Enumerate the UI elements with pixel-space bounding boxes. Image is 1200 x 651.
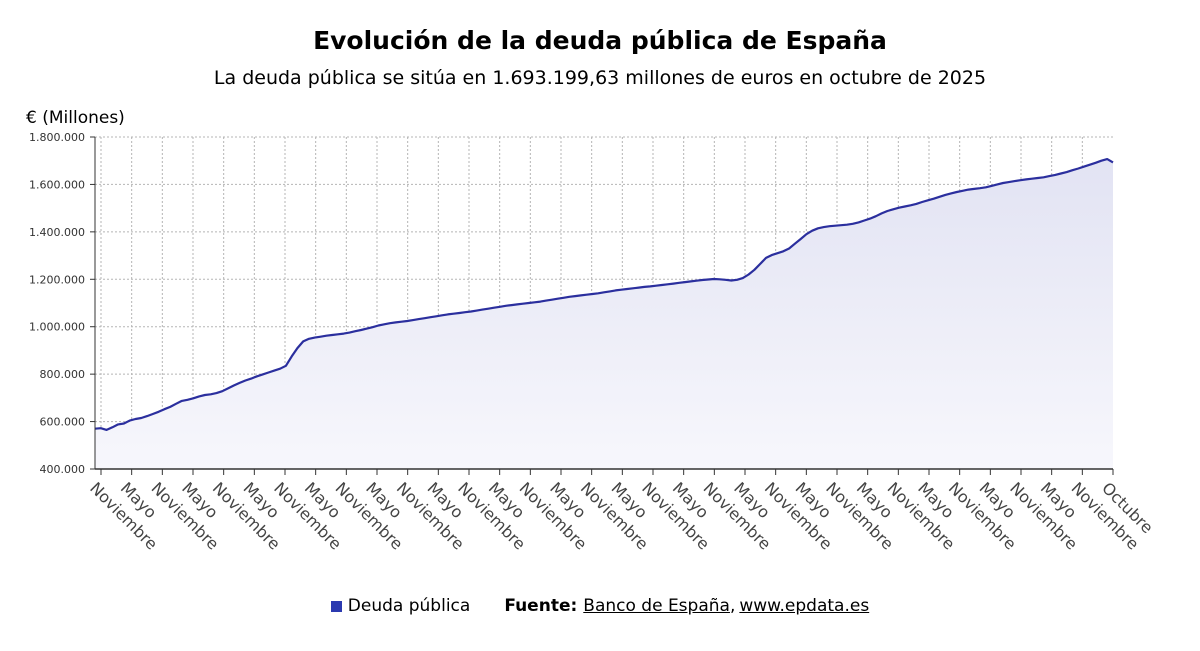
chart-footer: Deuda pública Fuente: Banco de España , … bbox=[0, 596, 1200, 616]
y-tick-label: 400.000 bbox=[40, 463, 86, 476]
y-tick-label: 800.000 bbox=[40, 368, 86, 381]
series-line-deuda-publica[interactable] bbox=[94, 158, 1114, 431]
y-tick-label: 1.800.000 bbox=[29, 131, 85, 144]
legend-item-deuda-publica[interactable]: Deuda pública bbox=[330, 596, 471, 616]
debt-area-chart: 400.000 600.000 800.000 1.000.000 1.200.000 1… bbox=[29, 131, 1157, 554]
axes bbox=[94, 137, 1113, 470]
series-area bbox=[94, 158, 1114, 469]
source-link-banco-espana[interactable]: Banco de España bbox=[583, 596, 730, 616]
source-link-epdata[interactable]: www.epdata.es bbox=[739, 596, 870, 616]
legend-label: Deuda pública bbox=[347, 596, 471, 616]
y-axis-ticks: 400.000 600.000 800.000 1.000.000 1.200.000 1… bbox=[29, 131, 95, 476]
y-tick-label: 1.200.000 bbox=[29, 273, 85, 286]
source-separator: , bbox=[729, 596, 736, 616]
y-axis-unit-label: € (Millones) bbox=[26, 108, 125, 128]
y-tick-label: 1.400.000 bbox=[29, 226, 85, 239]
source-label: Fuente: bbox=[504, 596, 578, 616]
y-tick-label: 600.000 bbox=[40, 416, 86, 429]
x-axis-ticks: NoviembreMayoNoviembreMayoNoviembreMayoN… bbox=[86, 469, 1157, 554]
y-tick-label: 1.000.000 bbox=[29, 321, 85, 334]
chart-title: Evolución de la deuda pública de España bbox=[313, 26, 887, 55]
legend-swatch bbox=[330, 600, 342, 612]
y-tick-label: 1.600.000 bbox=[29, 178, 85, 191]
chart-subtitle: La deuda pública se sitúa en 1.693.199,6… bbox=[213, 67, 987, 89]
series-area-fill bbox=[95, 159, 1113, 469]
